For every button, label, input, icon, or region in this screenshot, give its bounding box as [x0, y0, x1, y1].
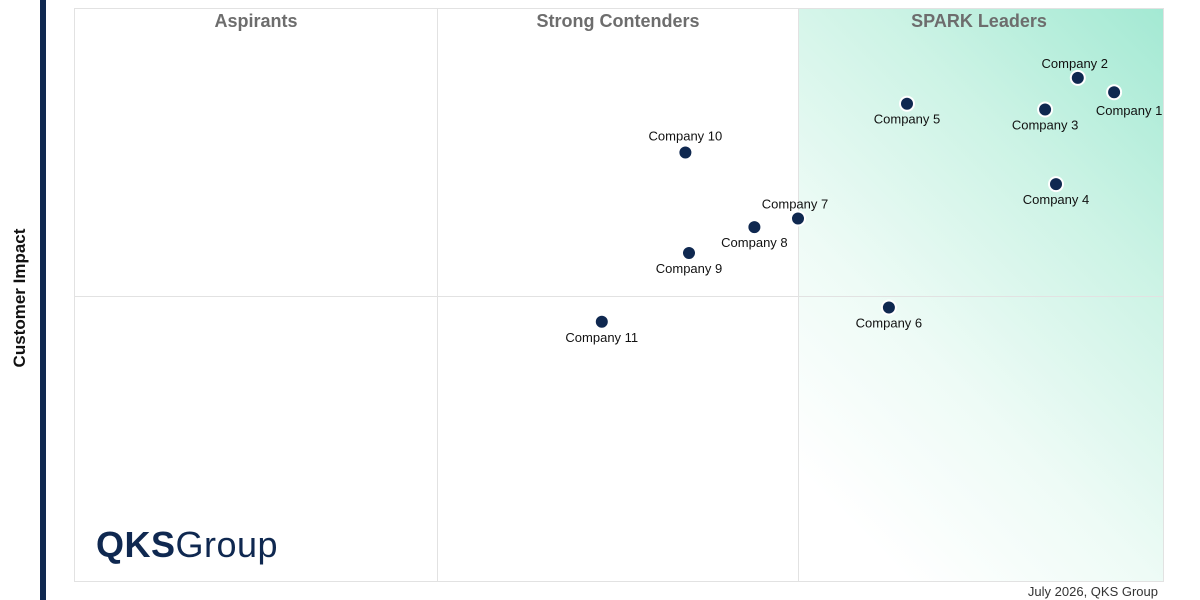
scatter-plot: Company 1 Company 2 Company 3 Company 4 Comp…	[565, 56, 1162, 345]
data-point-7	[790, 210, 806, 227]
data-point-4	[1048, 176, 1064, 193]
data-label-2: Company 2	[1042, 56, 1108, 71]
data-label-10: Company 10	[649, 129, 723, 144]
logo-brand: QKS	[96, 524, 176, 565]
data-label-1: Company 1	[1096, 103, 1162, 118]
footnote: July 2026, QKS Group	[1027, 584, 1158, 599]
data-label-4: Company 4	[1023, 192, 1089, 207]
quadrant-title-strong-contenders: Strong Contenders	[536, 11, 700, 31]
y-axis-label: Customer Impact	[10, 228, 29, 368]
leaders-highlight	[798, 9, 1163, 581]
data-point-1	[1106, 84, 1123, 101]
data-label-8: Company 8	[721, 235, 787, 250]
data-point-8	[746, 219, 763, 236]
data-point-6	[880, 299, 897, 316]
left-accent-bar	[40, 0, 46, 600]
data-label-6: Company 6	[856, 316, 922, 331]
quadrant-divider-1	[437, 9, 438, 581]
data-point-3	[1037, 101, 1054, 118]
quadrant-divider-horizontal	[75, 296, 1163, 297]
data-label-5: Company 5	[874, 112, 940, 127]
data-point-11	[593, 313, 610, 330]
quadrant-title-spark-leaders: SPARK Leaders	[911, 11, 1047, 31]
qks-group-logo: QKSGroup	[96, 524, 278, 566]
data-point-2	[1069, 69, 1086, 86]
quadrant-title-aspirants: Aspirants	[214, 11, 298, 31]
data-label-7: Company 7	[762, 197, 828, 212]
plot-area: Aspirants Strong Contenders SPARK Leader…	[74, 8, 1164, 582]
data-label-3: Company 3	[1012, 118, 1078, 133]
data-point-9	[681, 245, 697, 261]
quadrant-divider-2	[798, 9, 799, 581]
data-label-9: Company 9	[656, 261, 722, 276]
data-label-11: Company 11	[565, 330, 638, 345]
data-point-10	[677, 144, 694, 161]
data-point-5	[899, 95, 915, 112]
logo-suffix: Group	[175, 524, 279, 565]
